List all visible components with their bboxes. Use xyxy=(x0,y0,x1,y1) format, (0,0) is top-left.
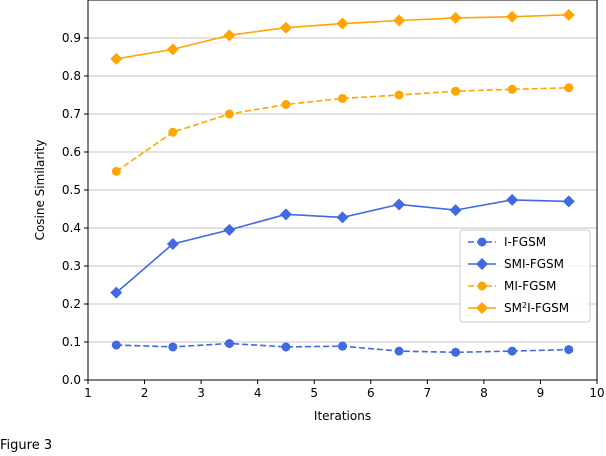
figure-caption: Figure 3 xyxy=(0,438,53,453)
data-point xyxy=(507,346,517,356)
series-smi-fgsm xyxy=(110,193,575,299)
data-point xyxy=(111,166,121,176)
legend-entry: SM2I-FGSM xyxy=(504,301,569,316)
legend-entry: MI-FGSM xyxy=(504,279,556,293)
data-point xyxy=(281,342,291,352)
data-point xyxy=(110,52,123,65)
data-point xyxy=(338,93,347,103)
x-tick-label: 9 xyxy=(537,386,545,400)
data-point xyxy=(338,341,347,351)
legend: I-FGSM SMI-FGSM MI-FGSM SM2I-FGSM xyxy=(459,229,591,323)
data-point xyxy=(224,339,234,349)
y-tick-label: 0.5 xyxy=(62,183,81,197)
data-point xyxy=(393,14,406,27)
data-point xyxy=(394,90,404,100)
data-point xyxy=(393,198,406,211)
line-chart: 0.0 0.1 0.2 0.3 0.4 0.5 0.6 0.7 0.8 0.9 1 2 3 4 5 6 7 8 9 1… xyxy=(0,0,606,438)
data-point xyxy=(223,29,236,42)
legend-entry: SMI-FGSM xyxy=(504,257,564,271)
grid-lines xyxy=(88,37,597,381)
x-tick-label: 6 xyxy=(367,386,375,400)
series-i-fgsm xyxy=(111,339,574,357)
chart-background xyxy=(0,0,606,438)
y-tick-label: 0.6 xyxy=(62,145,81,159)
y-tick-label: 0.7 xyxy=(62,107,81,121)
data-point xyxy=(166,43,179,56)
y-tick-label: 0.3 xyxy=(62,259,81,273)
data-point xyxy=(166,237,179,250)
data-point xyxy=(168,127,178,137)
data-point xyxy=(564,345,574,355)
legend-entry: I-FGSM xyxy=(504,235,546,249)
data-point xyxy=(336,211,349,224)
data-point xyxy=(279,21,292,34)
x-tick-label: 4 xyxy=(254,386,262,400)
y-tick-label: 0.0 xyxy=(62,373,81,387)
data-point xyxy=(279,208,292,221)
data-point xyxy=(224,109,234,119)
data-point xyxy=(507,84,517,94)
data-point xyxy=(564,83,574,93)
x-tick-label: 10 xyxy=(589,386,604,400)
x-tick-label: 8 xyxy=(480,386,488,400)
x-tick-label: 2 xyxy=(141,386,149,400)
x-tick-label: 1 xyxy=(84,386,92,400)
data-point xyxy=(506,193,519,206)
data-point xyxy=(562,8,575,21)
data-point xyxy=(336,17,349,30)
data-point xyxy=(449,11,462,24)
y-tick-label: 0.1 xyxy=(62,335,81,349)
legend-marker xyxy=(476,302,488,314)
data-point xyxy=(168,342,178,352)
x-tick-label: 5 xyxy=(310,386,318,400)
data-point xyxy=(281,100,291,109)
legend-marker xyxy=(477,237,487,247)
series-sm2i-fgsm xyxy=(110,8,575,65)
data-point xyxy=(223,223,236,236)
data-point xyxy=(111,340,121,350)
axis-ticks: 0.0 0.1 0.2 0.3 0.4 0.5 0.6 0.7 0.8 0.9 1 2 3 4 5 6 7 8 9 1… xyxy=(62,31,605,400)
series-mi-fgsm xyxy=(111,83,574,176)
data-point xyxy=(394,346,404,356)
data-point xyxy=(506,10,519,23)
x-tick-label: 3 xyxy=(197,386,205,400)
data-point xyxy=(451,347,461,357)
data-point xyxy=(110,286,123,299)
legend-marker xyxy=(476,258,488,270)
y-tick-label: 0.8 xyxy=(62,69,81,83)
y-axis-label: Cosine Similarity xyxy=(33,140,47,241)
y-tick-label: 0.4 xyxy=(62,221,81,235)
x-axis-label: Iterations xyxy=(314,409,371,423)
y-tick-label: 0.9 xyxy=(62,31,81,45)
data-point xyxy=(451,86,461,96)
y-tick-label: 0.2 xyxy=(62,297,81,311)
legend-marker xyxy=(477,281,487,291)
x-tick-label: 7 xyxy=(424,386,432,400)
series-layer xyxy=(110,8,575,357)
data-point xyxy=(562,195,575,208)
legend-box xyxy=(459,229,591,323)
data-point xyxy=(449,204,462,217)
